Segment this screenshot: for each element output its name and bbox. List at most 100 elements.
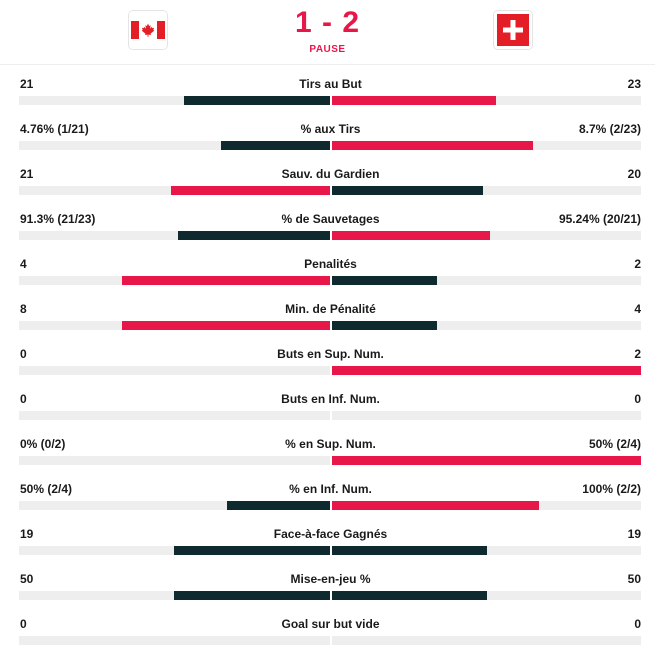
- stat-label: Face-à-face Gagnés: [273, 527, 388, 541]
- home-stat-bar-track: [19, 231, 330, 240]
- home-stat-value: 50% (2/4): [20, 482, 73, 496]
- home-stat-bar-track: [19, 141, 330, 150]
- canada-flag-icon[interactable]: [129, 11, 167, 49]
- stat-label: Penalités: [304, 257, 357, 271]
- home-stat-value: 0% (0/2): [20, 437, 66, 451]
- away-stat-bar-track: [332, 501, 641, 510]
- away-stat-bar-track: [332, 636, 641, 645]
- home-stat-value: 21: [20, 77, 34, 91]
- stat-label: % en Inf. Num.: [289, 482, 372, 496]
- away-stat-bar-track: [332, 456, 641, 465]
- home-stat-bar-fill: [178, 231, 330, 240]
- home-stat-bar-fill: [221, 141, 330, 150]
- home-stat-value: 19: [20, 527, 34, 541]
- away-stat-bar-fill: [332, 276, 437, 285]
- stat-label: Min. de Pénalité: [285, 302, 376, 316]
- away-stat-value: 0: [634, 392, 641, 406]
- stat-row: 4.76% (1/21) % aux Tirs 8.7% (2/23): [0, 110, 655, 155]
- away-stat-value: 50% (2/4): [588, 437, 641, 451]
- home-stat-value: 0: [20, 617, 27, 631]
- away-stat-value: 2: [634, 257, 641, 271]
- away-stat-bar-track: [332, 411, 641, 420]
- home-stat-bar-track: [19, 186, 330, 195]
- stat-label: % aux Tirs: [300, 122, 361, 136]
- home-stat-value: 4.76% (1/21): [20, 122, 89, 136]
- stat-label: Tirs au But: [299, 77, 362, 91]
- home-stat-bar-fill: [227, 501, 330, 510]
- away-stat-value: 95.24% (20/21): [558, 212, 641, 226]
- away-stat-bar-track: [332, 141, 641, 150]
- home-stat-value: 0: [20, 347, 27, 361]
- home-stat-value: 21: [20, 167, 34, 181]
- away-stat-bar-track: [332, 276, 641, 285]
- away-stat-bar-fill: [332, 501, 539, 510]
- home-stat-bar-track: [19, 591, 330, 600]
- away-stat-bar-fill: [332, 186, 483, 195]
- stat-row: 50 Mise-en-jeu % 50: [0, 560, 655, 605]
- away-stat-bar-fill: [332, 591, 487, 600]
- away-stat-bar-fill: [332, 231, 490, 240]
- away-stat-bar-track: [332, 186, 641, 195]
- stat-row: 4 Penalités 2: [0, 245, 655, 290]
- away-stat-value: 20: [627, 167, 641, 181]
- home-stat-bar-track: [19, 411, 330, 420]
- home-stat-bar-fill: [171, 186, 330, 195]
- home-stat-bar-track: [19, 321, 330, 330]
- stat-row: 21 Tirs au But 23: [0, 65, 655, 110]
- stat-label: Goal sur but vide: [281, 617, 380, 631]
- home-stat-bar-fill: [174, 546, 330, 555]
- home-stat-bar-track: [19, 456, 330, 465]
- stat-row: 0 Buts en Sup. Num. 2: [0, 335, 655, 380]
- stat-label: Mise-en-jeu %: [290, 572, 371, 586]
- stat-row: 19 Face-à-face Gagnés 19: [0, 515, 655, 560]
- stat-row: 8 Min. de Pénalité 4: [0, 290, 655, 335]
- stat-row: 50% (2/4) % en Inf. Num. 100% (2/2): [0, 470, 655, 515]
- away-stat-bar-track: [332, 231, 641, 240]
- stat-row: 0% (0/2) % en Sup. Num. 50% (2/4): [0, 425, 655, 470]
- away-stat-bar-track: [332, 96, 641, 105]
- match-score: 1 - 2: [294, 6, 361, 39]
- home-stat-bar-fill: [122, 321, 330, 330]
- home-stat-bar-track: [19, 636, 330, 645]
- away-stat-value: 8.7% (2/23): [578, 122, 641, 136]
- stat-label: Sauv. du Gardien: [281, 167, 380, 181]
- away-stat-bar-track: [332, 591, 641, 600]
- stat-row: 91.3% (21/23) % de Sauvetages 95.24% (20/2…: [0, 200, 655, 245]
- away-stat-value: 50: [627, 572, 641, 586]
- home-stat-bar-fill: [184, 96, 330, 105]
- away-stat-value: 4: [634, 302, 641, 316]
- home-stat-bar-track: [19, 546, 330, 555]
- away-stat-bar-fill: [332, 456, 641, 465]
- home-stat-bar-track: [19, 96, 330, 105]
- away-stat-bar-fill: [332, 321, 437, 330]
- away-stat-bar-fill: [332, 141, 533, 150]
- home-stat-value: 0: [20, 392, 27, 406]
- stat-label: Buts en Inf. Num.: [281, 392, 380, 406]
- stats-list: 21 Tirs au But 23 4.76% (1/21) % aux Tirs 8.7…: [0, 65, 655, 650]
- home-stat-bar-track: [19, 501, 330, 510]
- away-stat-value: 23: [627, 77, 641, 91]
- stat-row: 21 Sauv. du Gardien 20: [0, 155, 655, 200]
- switzerland-flag-icon[interactable]: [494, 11, 532, 49]
- stat-label: % de Sauvetages: [281, 212, 380, 226]
- stat-row: 0 Buts en Inf. Num. 0: [0, 380, 655, 425]
- match-header: 1 - 2 PAUSE: [0, 0, 655, 65]
- away-stat-bar-fill: [332, 546, 487, 555]
- stat-row: 0 Goal sur but vide 0: [0, 605, 655, 650]
- home-stat-value: 4: [20, 257, 27, 271]
- home-stat-value: 91.3% (21/23): [20, 212, 96, 226]
- away-stat-value: 19: [627, 527, 641, 541]
- match-status: PAUSE: [309, 44, 346, 55]
- home-stat-value: 50: [20, 572, 34, 586]
- home-stat-bar-track: [19, 276, 330, 285]
- away-stat-value: 0: [634, 617, 641, 631]
- away-stat-value: 100% (2/2): [582, 482, 641, 496]
- away-stat-bar-track: [332, 321, 641, 330]
- stat-label: % en Sup. Num.: [285, 437, 376, 451]
- away-stat-bar-track: [332, 546, 641, 555]
- home-stat-bar-fill: [122, 276, 330, 285]
- away-stat-bar-fill: [332, 96, 496, 105]
- home-stat-value: 8: [20, 302, 27, 316]
- away-stat-bar-track: [332, 366, 641, 375]
- away-stat-value: 2: [634, 347, 641, 361]
